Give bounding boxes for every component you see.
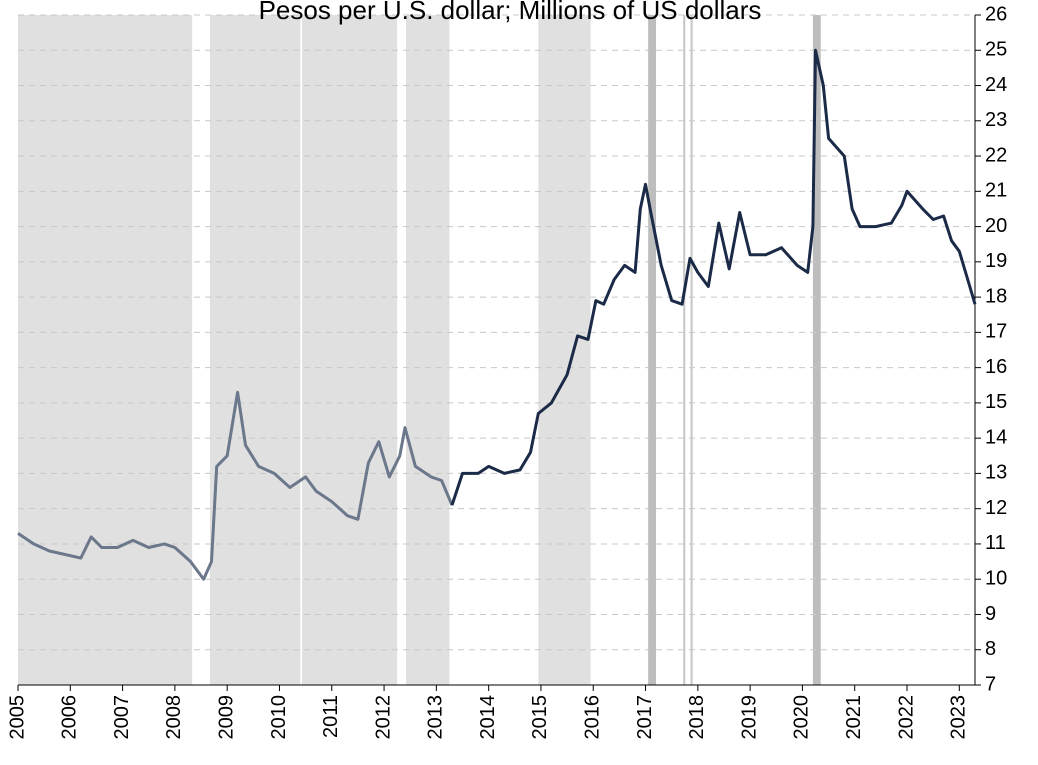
- y-tick-label: 25: [985, 39, 1007, 61]
- shaded-region: [406, 15, 450, 685]
- x-tick-label: 2012: [372, 695, 394, 740]
- shaded-region: [209, 15, 301, 685]
- x-tick-label: 2020: [791, 695, 813, 740]
- line: [17, 390, 454, 581]
- y-tick-label: 10: [985, 567, 1007, 589]
- x-tick-label: 2015: [529, 695, 551, 740]
- x-tick-label: 2009: [215, 695, 237, 740]
- x-tick-label: 2023: [948, 695, 970, 740]
- y-tick-label: 20: [985, 215, 1007, 237]
- y-tick-label: 9: [985, 603, 996, 625]
- y-tick-label: 12: [985, 497, 1007, 519]
- y-tick-label: 15: [985, 391, 1007, 413]
- shaded-region: [18, 15, 193, 685]
- y-tick-label: 22: [985, 144, 1007, 166]
- y-tick-label: 17: [985, 321, 1007, 343]
- x-tick-label: 2007: [111, 695, 133, 740]
- x-tick-label: 2022: [895, 695, 917, 740]
- shaded-region: [683, 15, 686, 685]
- y-tick-label: 23: [985, 109, 1007, 131]
- chart-title: Pesos per U.S. dollar; Millions of US do…: [259, 0, 762, 25]
- y-tick-label: 24: [985, 74, 1007, 96]
- y-tick-label: 8: [985, 638, 996, 660]
- x-tick-label: 2021: [843, 695, 865, 740]
- shaded-region: [690, 15, 693, 685]
- x-tick-label: 2008: [163, 695, 185, 740]
- y-tick-label: 13: [985, 462, 1007, 484]
- x-tick-label: 2011: [320, 695, 342, 738]
- x-tick-label: 2018: [686, 695, 708, 740]
- y-tick-label: 7: [985, 673, 996, 695]
- shaded-region: [301, 15, 398, 685]
- y-tick-label: 11: [985, 532, 1006, 554]
- background: [18, 14, 975, 686]
- shaded-region: [648, 15, 656, 685]
- shaded-region: [538, 15, 591, 685]
- y-tick-label: 14: [985, 426, 1007, 448]
- x-tick-label: 2005: [6, 695, 28, 740]
- x-tick-label: 2016: [582, 695, 604, 740]
- x-tick-label: 2014: [477, 695, 499, 740]
- x-tick-label: 2013: [425, 695, 447, 740]
- y-tick-label: 16: [985, 356, 1007, 378]
- shaded-region: [812, 15, 821, 685]
- x-tick-label: 2010: [268, 695, 290, 740]
- line: [450, 48, 977, 506]
- y-tick-label: 21: [985, 180, 1007, 202]
- x-tick-label: 2019: [738, 695, 760, 740]
- x-tick-label: 2006: [59, 695, 81, 740]
- x-tick-label: 2017: [634, 695, 656, 740]
- y-tick-label: 19: [985, 250, 1007, 272]
- y-tick-label: 26: [985, 3, 1007, 25]
- y-tick-label: 18: [985, 285, 1007, 307]
